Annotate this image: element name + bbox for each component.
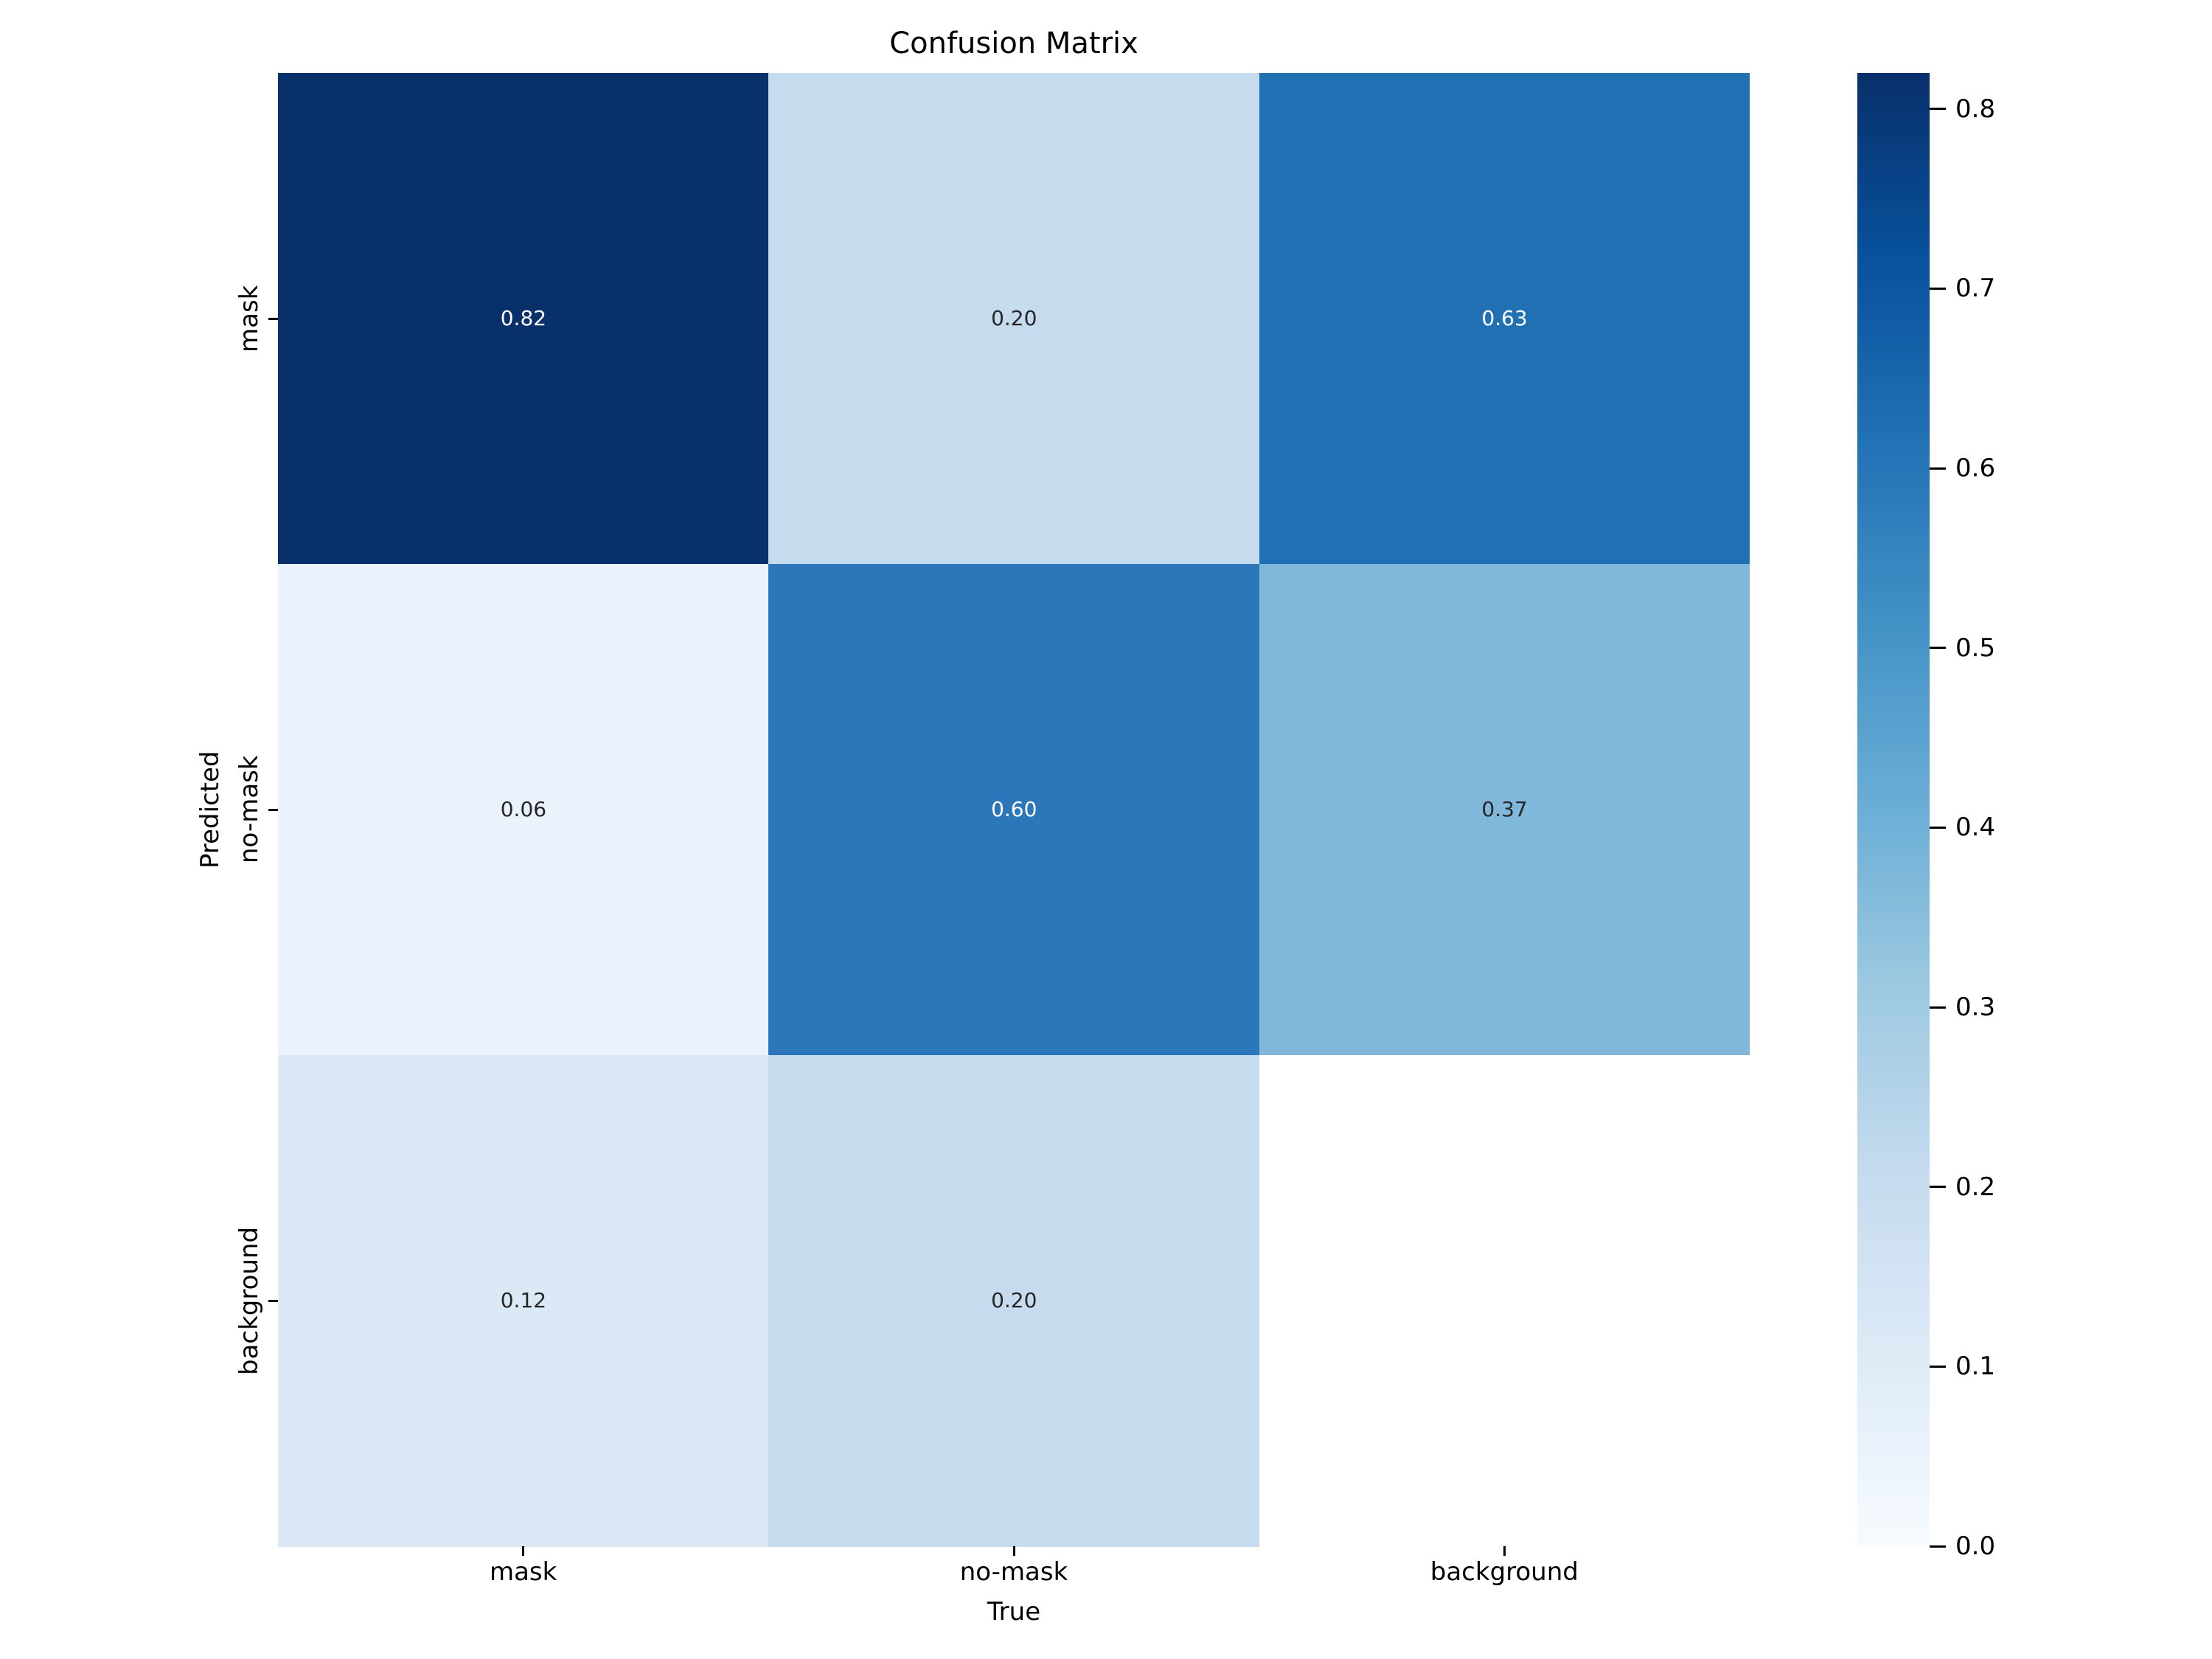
cell-value: 0.20 — [991, 1288, 1037, 1313]
chart-title: Confusion Matrix — [889, 27, 1138, 60]
cell-value: 0.20 — [991, 306, 1037, 331]
heatmap-cell: 0.63 — [1259, 73, 1750, 565]
colorbar-tick-mark — [1930, 1545, 1946, 1548]
cell-value: 0.06 — [500, 797, 547, 822]
y-tick-mark — [268, 808, 278, 811]
y-tick-label: mask — [234, 285, 264, 352]
heatmap-cell: 0.06 — [278, 564, 769, 1056]
colorbar-tick-label: 0.8 — [1955, 94, 1996, 124]
x-tick-label: background — [1430, 1557, 1579, 1587]
colorbar — [1857, 73, 1930, 1546]
y-tick-label: background — [234, 1226, 264, 1375]
y-tick-mark — [268, 317, 278, 320]
cell-value: 0.82 — [500, 306, 547, 331]
cell-value: 0.63 — [1481, 306, 1528, 331]
y-tick-mark — [268, 1299, 278, 1302]
cell-value: 0.37 — [1481, 797, 1528, 822]
heatmap-cell: 0.12 — [278, 1055, 769, 1547]
colorbar-tick-label: 0.3 — [1955, 992, 1996, 1023]
colorbar-tick-label: 0.4 — [1955, 813, 1996, 843]
x-axis-label: True — [987, 1597, 1041, 1627]
colorbar-tick-mark — [1930, 647, 1946, 650]
colorbar-tick-label: 0.0 — [1955, 1531, 1996, 1561]
cell-value: 0.60 — [991, 797, 1037, 822]
colorbar-tick-mark — [1930, 1186, 1946, 1189]
x-tick-label: mask — [489, 1557, 557, 1587]
x-tick-mark — [522, 1546, 525, 1556]
heatmap-cell: 0.20 — [768, 73, 1260, 565]
colorbar-tick-mark — [1930, 1006, 1946, 1009]
x-tick-mark — [1503, 1546, 1506, 1556]
colorbar-tick-label: 0.6 — [1955, 453, 1996, 484]
y-axis-label: Predicted — [195, 751, 225, 869]
colorbar-tick-label: 0.2 — [1955, 1172, 1996, 1202]
heatmap-cell: 0.20 — [768, 1055, 1260, 1547]
colorbar-tick-label: 0.1 — [1955, 1352, 1996, 1382]
heatmap-grid: 0.82 0.20 0.63 0.06 0.60 0.37 0.12 0.20 — [278, 73, 1750, 1547]
colorbar-tick-mark — [1930, 1365, 1946, 1368]
colorbar-tick-label: 0.5 — [1955, 633, 1996, 663]
colorbar-tick-mark — [1930, 108, 1946, 111]
colorbar-tick-mark — [1930, 826, 1946, 829]
x-tick-label: no-mask — [959, 1557, 1068, 1587]
colorbar-tick-label: 0.7 — [1955, 274, 1996, 304]
heatmap-cell: 0.60 — [768, 564, 1260, 1056]
colorbar-tick-mark — [1930, 467, 1946, 470]
heatmap-cell — [1259, 1055, 1750, 1547]
heatmap-cell: 0.37 — [1259, 564, 1750, 1056]
cell-value: 0.12 — [500, 1288, 547, 1313]
heatmap-cell: 0.82 — [278, 73, 769, 565]
colorbar-tick-mark — [1930, 287, 1946, 290]
y-tick-label: no-mask — [234, 755, 264, 864]
x-tick-mark — [1012, 1546, 1015, 1556]
